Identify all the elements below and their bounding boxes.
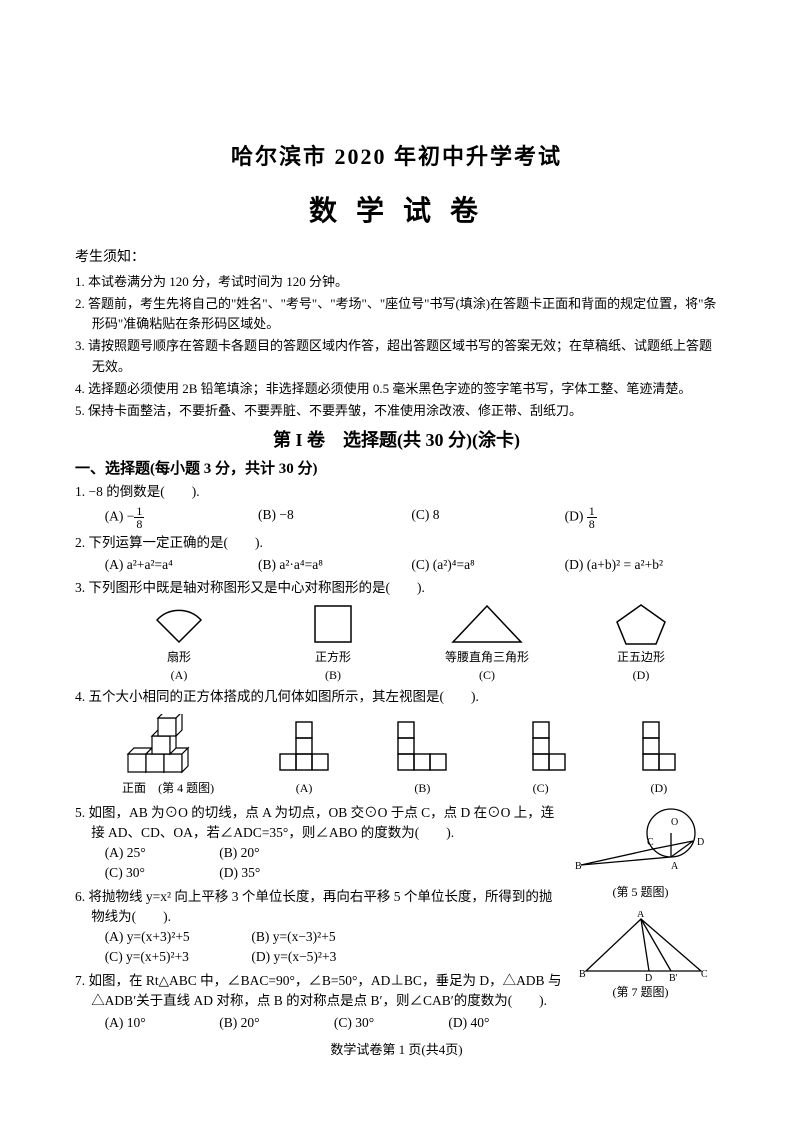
figure-7-caption: (第 7 题图) [563,983,718,1001]
option-a: (A) 10° [105,1013,220,1033]
option-c: (C) 30° [334,1013,449,1033]
figure-5-caption: (第 5 题图) [563,883,718,901]
option-d: (D) (a+b)² = a²+b² [565,555,718,575]
triangle-icon [447,602,527,646]
view-b-icon [392,718,452,774]
svg-text:B: B [575,861,582,872]
option-a: (A) −18 [105,505,258,530]
option-b: (B) [363,718,481,797]
question-5: 5. 如图，AB 为⊙O 的切线，点 A 为切点，OB 交⊙O 于点 C，点 D… [75,803,563,884]
question-text: 7. 如图，在 Rt△ABC 中，∠BAC=90°，∠B=50°，AD⊥BC，垂… [75,971,563,1012]
option-b: (B) −8 [258,505,411,530]
question-text: 6. 将抛物线 y=x² 向上平移 3 个单位长度，再向右平移 5 个单位长度，… [75,887,563,928]
question-text: 5. 如图，AB 为⊙O 的切线，点 A 为切点，OB 交⊙O 于点 C，点 D… [75,803,563,844]
shape-square: 正方形(B) [256,602,410,684]
option-d: (D) 40° [448,1013,563,1033]
notice-heading: 考生须知： [75,247,718,268]
option-d: (D) y=(x−5)²+3 [251,947,398,967]
svg-text:A: A [671,861,679,872]
option-b: (B) y=(x−3)²+5 [251,927,398,947]
page-footer: 数学试卷第 1 页(共4页) [75,1040,718,1060]
svg-text:B': B' [669,973,678,983]
option-b: (B) a²·a⁴=a⁸ [258,555,411,575]
pentagon-icon [613,602,669,646]
svg-text:C: C [647,837,654,848]
subject-title: 数 学 试 卷 [75,191,718,233]
option-a: (A) a²+a²=a⁴ [105,555,258,575]
svg-text:C: C [701,969,708,980]
option-b: (B) 20° [219,1013,334,1033]
question-4: 4. 五个大小相同的正方体搭成的几何体如图所示，其左视图是( ). 正面 (第 … [75,687,718,796]
square-icon [308,602,358,646]
solid-figure: 正面 (第 4 题图) [91,714,245,797]
option-a: (A) [245,718,363,797]
option-d: (D) 35° [219,863,334,883]
question-1: 1. −8 的倒数是( ). (A) −18 (B) −8 (C) 8 (D) … [75,482,718,529]
shape-pentagon: 正五边形(D) [564,602,718,684]
svg-text:O: O [671,817,678,828]
svg-text:D: D [697,837,704,848]
svg-text:A: A [637,911,645,920]
notice-item: 2. 答题前，考生先将自己的"姓名"、"考号"、"考场"、"座位号"书写(填涂)… [75,294,718,334]
circle-tangent-figure: O C D A B [571,803,711,883]
exam-title: 哈尔滨市 2020 年初中升学考试 [75,140,718,173]
option-b: (B) 20° [219,843,334,863]
question-text: 1. −8 的倒数是( ). [75,482,718,502]
section-subheader: 一、选择题(每小题 3 分，共计 30 分) [75,458,718,481]
question-text: 3. 下列图形中既是轴对称图形又是中心对称图形的是( ). [75,578,718,598]
notice-item: 1. 本试卷满分为 120 分，考试时间为 120 分钟。 [75,272,718,292]
fan-icon [149,602,209,646]
svg-text:D: D [645,973,652,983]
notice-item: 5. 保持卡面整洁，不要折叠、不要弄脏、不要弄皱，不准使用涂改液、修正带、刮纸刀… [75,401,718,421]
option-c: (C) 8 [411,505,564,530]
option-c: (C) 30° [105,863,220,883]
cubes-icon [118,714,218,774]
option-d: (D) 18 [565,505,718,530]
option-a: (A) y=(x+3)²+5 [105,927,252,947]
question-text: 4. 五个大小相同的正方体搭成的几何体如图所示，其左视图是( ). [75,687,718,707]
notice-item: 3. 请按照题号顺序在答题卡各题目的答题区域内作答，超出答题区域书写的答案无效；… [75,336,718,376]
svg-text:B: B [579,969,586,980]
question-text: 2. 下列运算一定正确的是( ). [75,533,718,553]
view-d-icon [629,718,689,774]
option-c: (C) [481,718,599,797]
notice-item: 4. 选择题必须使用 2B 铅笔填涂；非选择题必须使用 0.5 毫米黑色字迹的签… [75,379,718,399]
triangle-figure: A B D B' C [571,911,711,983]
question-2: 2. 下列运算一定正确的是( ). (A) a²+a²=a⁴ (B) a²·a⁴… [75,533,718,576]
option-c: (C) y=(x+5)²+3 [105,947,252,967]
section-header: 第 I 卷 选择题(共 30 分)(涂卡) [75,427,718,454]
option-a: (A) 25° [105,843,220,863]
shape-fan: 扇形(A) [102,602,256,684]
question-3: 3. 下列图形中既是轴对称图形又是中心对称图形的是( ). 扇形(A) 正方形(… [75,578,718,684]
notice-list: 1. 本试卷满分为 120 分，考试时间为 120 分钟。 2. 答题前，考生先… [75,272,718,421]
option-c: (C) (a²)⁴=a⁸ [411,555,564,575]
shape-triangle: 等腰直角三角形(C) [410,602,564,684]
question-7: 7. 如图，在 Rt△ABC 中，∠BAC=90°，∠B=50°，AD⊥BC，垂… [75,971,563,1034]
view-a-icon [274,718,334,774]
question-6: 6. 将抛物线 y=x² 向上平移 3 个单位长度，再向右平移 5 个单位长度，… [75,887,563,968]
view-c-icon [511,718,571,774]
option-d: (D) [600,718,718,797]
